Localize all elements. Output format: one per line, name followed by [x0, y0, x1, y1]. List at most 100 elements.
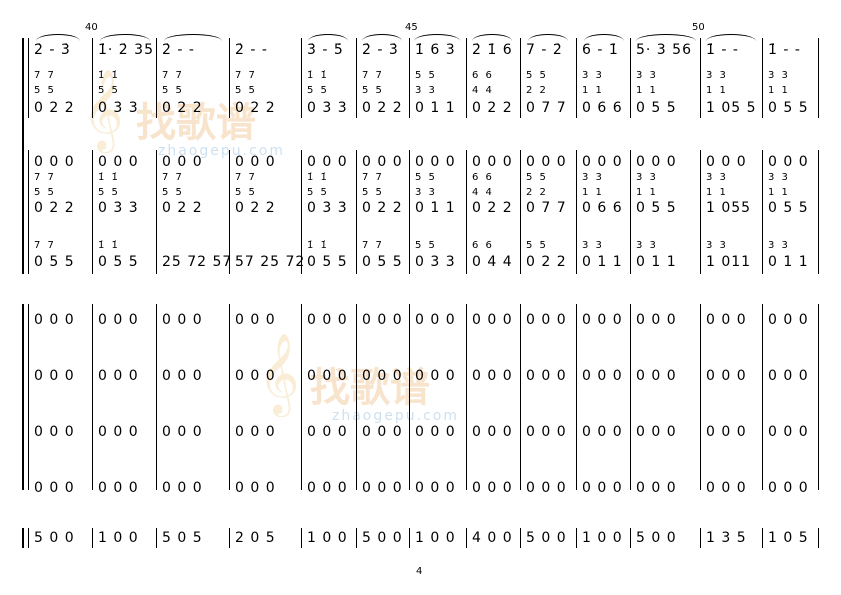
chord-top-m11: 3 3 [636, 70, 658, 81]
rest-row-4-m13: 0 0 0 [768, 480, 809, 496]
bottom-bass-m5: 1 0 0 [307, 530, 348, 546]
rest-row-4-m5: 0 0 0 [307, 480, 348, 496]
bass-note-m13: 0 5 5 [768, 100, 809, 116]
sys4-barline-5 [356, 528, 357, 548]
sys3-barline-7 [466, 304, 467, 490]
slur-mark-0 [36, 34, 80, 41]
rest-row-4-m3: 0 0 0 [162, 480, 203, 496]
bottom-bass-m11: 5 0 0 [636, 530, 677, 546]
chord2-top-m3: 7 7 [162, 172, 184, 183]
sys1-barline-3 [229, 38, 230, 118]
rest-line-m9: 0 0 0 [526, 154, 567, 170]
sys3-barline-11 [700, 304, 701, 490]
chord-top-m10: 3 3 [582, 70, 604, 81]
chord-mid-m8: 4 4 [472, 85, 494, 96]
chord2-mid-m11: 1 1 [636, 187, 658, 198]
chord-top-m4: 7 7 [235, 70, 257, 81]
rest-row-4-m1: 0 0 0 [34, 480, 75, 496]
bass2-note-m10: 0 6 6 [582, 200, 623, 216]
rest-row-1-m2: 0 0 0 [98, 312, 139, 328]
slur-mark-6 [472, 34, 512, 41]
low-note-m9: 0 2 2 [526, 254, 567, 270]
chord2-top-m1: 7 7 [34, 172, 56, 183]
watermark-url-2: zhaogepu.com [332, 408, 459, 424]
chord2-top-m4: 7 7 [235, 172, 257, 183]
low-top-m5: 1̇ 1̇ [307, 240, 329, 251]
clef-watermark-icon-2: 𝄞 [258, 332, 300, 414]
melody-note-m7: 1̇ 6 3 [415, 42, 456, 58]
bass-note-m1: 0 2 2 [34, 100, 75, 116]
bass2-note-m12: 1 055 [706, 200, 752, 216]
rest-row-2-m7: 0 0 0 [415, 368, 456, 384]
rest-line-m13: 0 0 0 [768, 154, 809, 170]
low-top-m11: 3 3 [636, 240, 658, 251]
bottom-bass-m2: 1 0 0 [98, 530, 139, 546]
bass-note-m11: 0 5 5 [636, 100, 677, 116]
rest-line-m3: 0 0 0 [162, 154, 203, 170]
chord-top-m12: 3 3 [706, 70, 728, 81]
rest-row-4-m6: 0 0 0 [362, 480, 403, 496]
chord2-top-m12: 3 3 [706, 172, 728, 183]
rest-line-m1: 0 0 0 [34, 154, 75, 170]
sys4-barline-3 [229, 528, 230, 548]
rest-row-3-m10: 0 0 0 [582, 424, 623, 440]
rest-line-m12: 0 0 0 [706, 154, 747, 170]
sys2-barline-11 [700, 150, 701, 274]
bottom-bass-m3: 5 0 5 [162, 530, 203, 546]
rest-row-2-m3: 0 0 0 [162, 368, 203, 384]
chord-top-m1: 7 7 [34, 70, 56, 81]
slur-mark-4 [362, 34, 402, 41]
sys1-barline-7 [466, 38, 467, 118]
sys4-barline-8 [520, 528, 521, 548]
bass-note-m12: 1 05 5 [706, 100, 757, 116]
bass-note-m3: 0 2 2 [162, 100, 203, 116]
bass2-note-m13: 0 5 5 [768, 200, 809, 216]
rest-row-1-m7: 0 0 0 [415, 312, 456, 328]
low-note-m10: 0 1 1 [582, 254, 623, 270]
melody-note-m11: 5· 3 56 [636, 42, 692, 58]
rest-row-1-m8: 0 0 0 [472, 312, 513, 328]
rest-row-3-m11: 0 0 0 [636, 424, 677, 440]
sys2-barline-0 [28, 150, 29, 274]
rest-row-4-m9: 0 0 0 [526, 480, 567, 496]
chord-top-m2: 1̇ 1̇ [98, 70, 120, 81]
sys1-barline-6 [409, 38, 410, 118]
rest-row-2-m13: 0 0 0 [768, 368, 809, 384]
rest-row-3-m2: 0 0 0 [98, 424, 139, 440]
chord-mid-m7: 3 3 [415, 85, 437, 96]
sys2-barline-2 [156, 150, 157, 274]
sys2-barline-4 [301, 150, 302, 274]
chord-mid-m11: 1 1 [636, 85, 658, 96]
chord-top-m8: 6 6 [472, 70, 494, 81]
slur-mark-1 [100, 34, 150, 41]
sys4-barline-0 [28, 528, 29, 548]
sys3-barline-5 [356, 304, 357, 490]
rest-row-2-m9: 0 0 0 [526, 368, 567, 384]
rest-line-m8: 0 0 0 [472, 154, 513, 170]
low-top-m6: 7 7 [362, 240, 384, 251]
chord2-top-m5: 1̇ 1̇ [307, 172, 329, 183]
sys2-barline-12 [762, 150, 763, 274]
chord2-mid-m1: 5 5 [34, 187, 56, 198]
rest-row-1-m11: 0 0 0 [636, 312, 677, 328]
sys2-barline-13 [818, 150, 819, 274]
sys4-barline-11 [700, 528, 701, 548]
watermark-logo: 找歌谱 [136, 100, 256, 146]
bottom-bass-m10: 1 0 0 [582, 530, 623, 546]
chord-mid-m10: 1 1 [582, 85, 604, 96]
rest-row-1-m6: 0 0 0 [362, 312, 403, 328]
bottom-bass-m8: 4 0 0 [472, 530, 513, 546]
sys1-barline-12 [762, 38, 763, 118]
chord2-mid-m6: 5 5 [362, 187, 384, 198]
rest-row-4-m10: 0 0 0 [582, 480, 623, 496]
chord2-top-m6: 7 7 [362, 172, 384, 183]
sys3-barline-8 [520, 304, 521, 490]
melody-note-m8: 2̇ 1̇ 6 [472, 42, 513, 58]
chord2-top-m2: 1̇ 1̇ [98, 172, 120, 183]
sys2-barline-10 [630, 150, 631, 274]
melody-note-m1: 2̇ - 3̇ [34, 42, 71, 58]
low-note-m12: 1 011 [706, 254, 752, 270]
watermark-logo-2: 找歌谱 [310, 365, 430, 411]
low-note-m13: 0 1 1 [768, 254, 809, 270]
